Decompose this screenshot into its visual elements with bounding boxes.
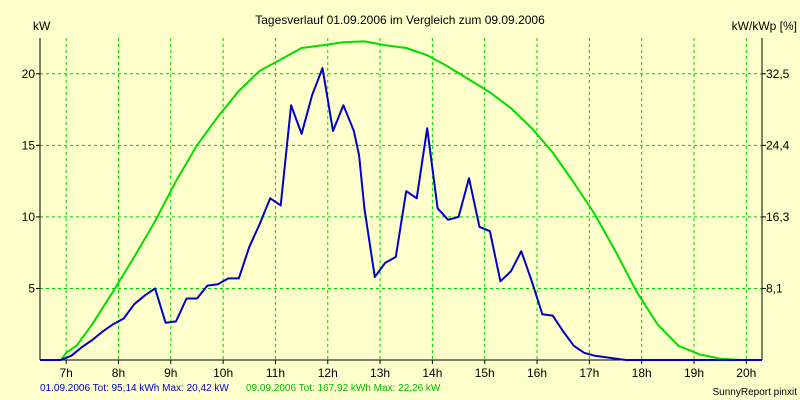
x-tick-label: 9h bbox=[164, 366, 177, 380]
x-tick-label: 14h bbox=[422, 366, 442, 380]
y-tick-label-right: 16,3 bbox=[766, 210, 790, 224]
x-tick-label: 12h bbox=[318, 366, 338, 380]
y-tick-label-left: 15 bbox=[22, 138, 36, 152]
grid-lines bbox=[40, 38, 762, 360]
y-tick-label-right: 24,4 bbox=[766, 138, 790, 152]
y-tick-label-right: 8,1 bbox=[766, 281, 783, 295]
x-tick-label: 15h bbox=[475, 366, 495, 380]
right-axis-label: kW/kWp [%] bbox=[732, 19, 797, 33]
series-line-2 bbox=[40, 40, 762, 361]
x-tick-label: 20h bbox=[736, 366, 756, 380]
y-tick-label-left: 20 bbox=[22, 67, 36, 81]
x-tick-label: 17h bbox=[579, 366, 599, 380]
plot-area bbox=[40, 38, 762, 360]
credit-text: SunnyReport pinxit bbox=[713, 387, 798, 398]
y-tick-label-right: 32,5 bbox=[766, 67, 790, 81]
chart-title: Tagesverlauf 01.09.2006 im Vergleich zum… bbox=[255, 13, 545, 27]
x-tick-label: 10h bbox=[213, 366, 233, 380]
x-tick-label: 16h bbox=[527, 366, 547, 380]
x-tick-label: 8h bbox=[112, 366, 125, 380]
series-line-1 bbox=[40, 67, 762, 361]
x-tick-label: 11h bbox=[266, 366, 285, 380]
x-tick-label: 7h bbox=[59, 366, 72, 380]
tick-labels: 7h 8h 9h 10h 11h 12h 13h 14h 15h 16h 17h 18h 19h 20h 5… bbox=[22, 67, 790, 380]
series2-summary: 09.09.2006 Tot: 167,92 kWh Max: 22,26 kW bbox=[246, 383, 441, 394]
series-lines bbox=[40, 40, 762, 361]
x-tick-label: 13h bbox=[370, 366, 390, 380]
y-tick-label-left: 5 bbox=[28, 281, 35, 295]
x-tick-label: 18h bbox=[632, 366, 652, 380]
left-axis-label: kW bbox=[33, 19, 51, 33]
series1-summary: 01.09.2006 Tot: 95,14 kWh Max: 20,42 kW bbox=[40, 383, 229, 394]
y-tick-label-left: 10 bbox=[22, 210, 36, 224]
x-tick-label: 19h bbox=[684, 366, 704, 380]
